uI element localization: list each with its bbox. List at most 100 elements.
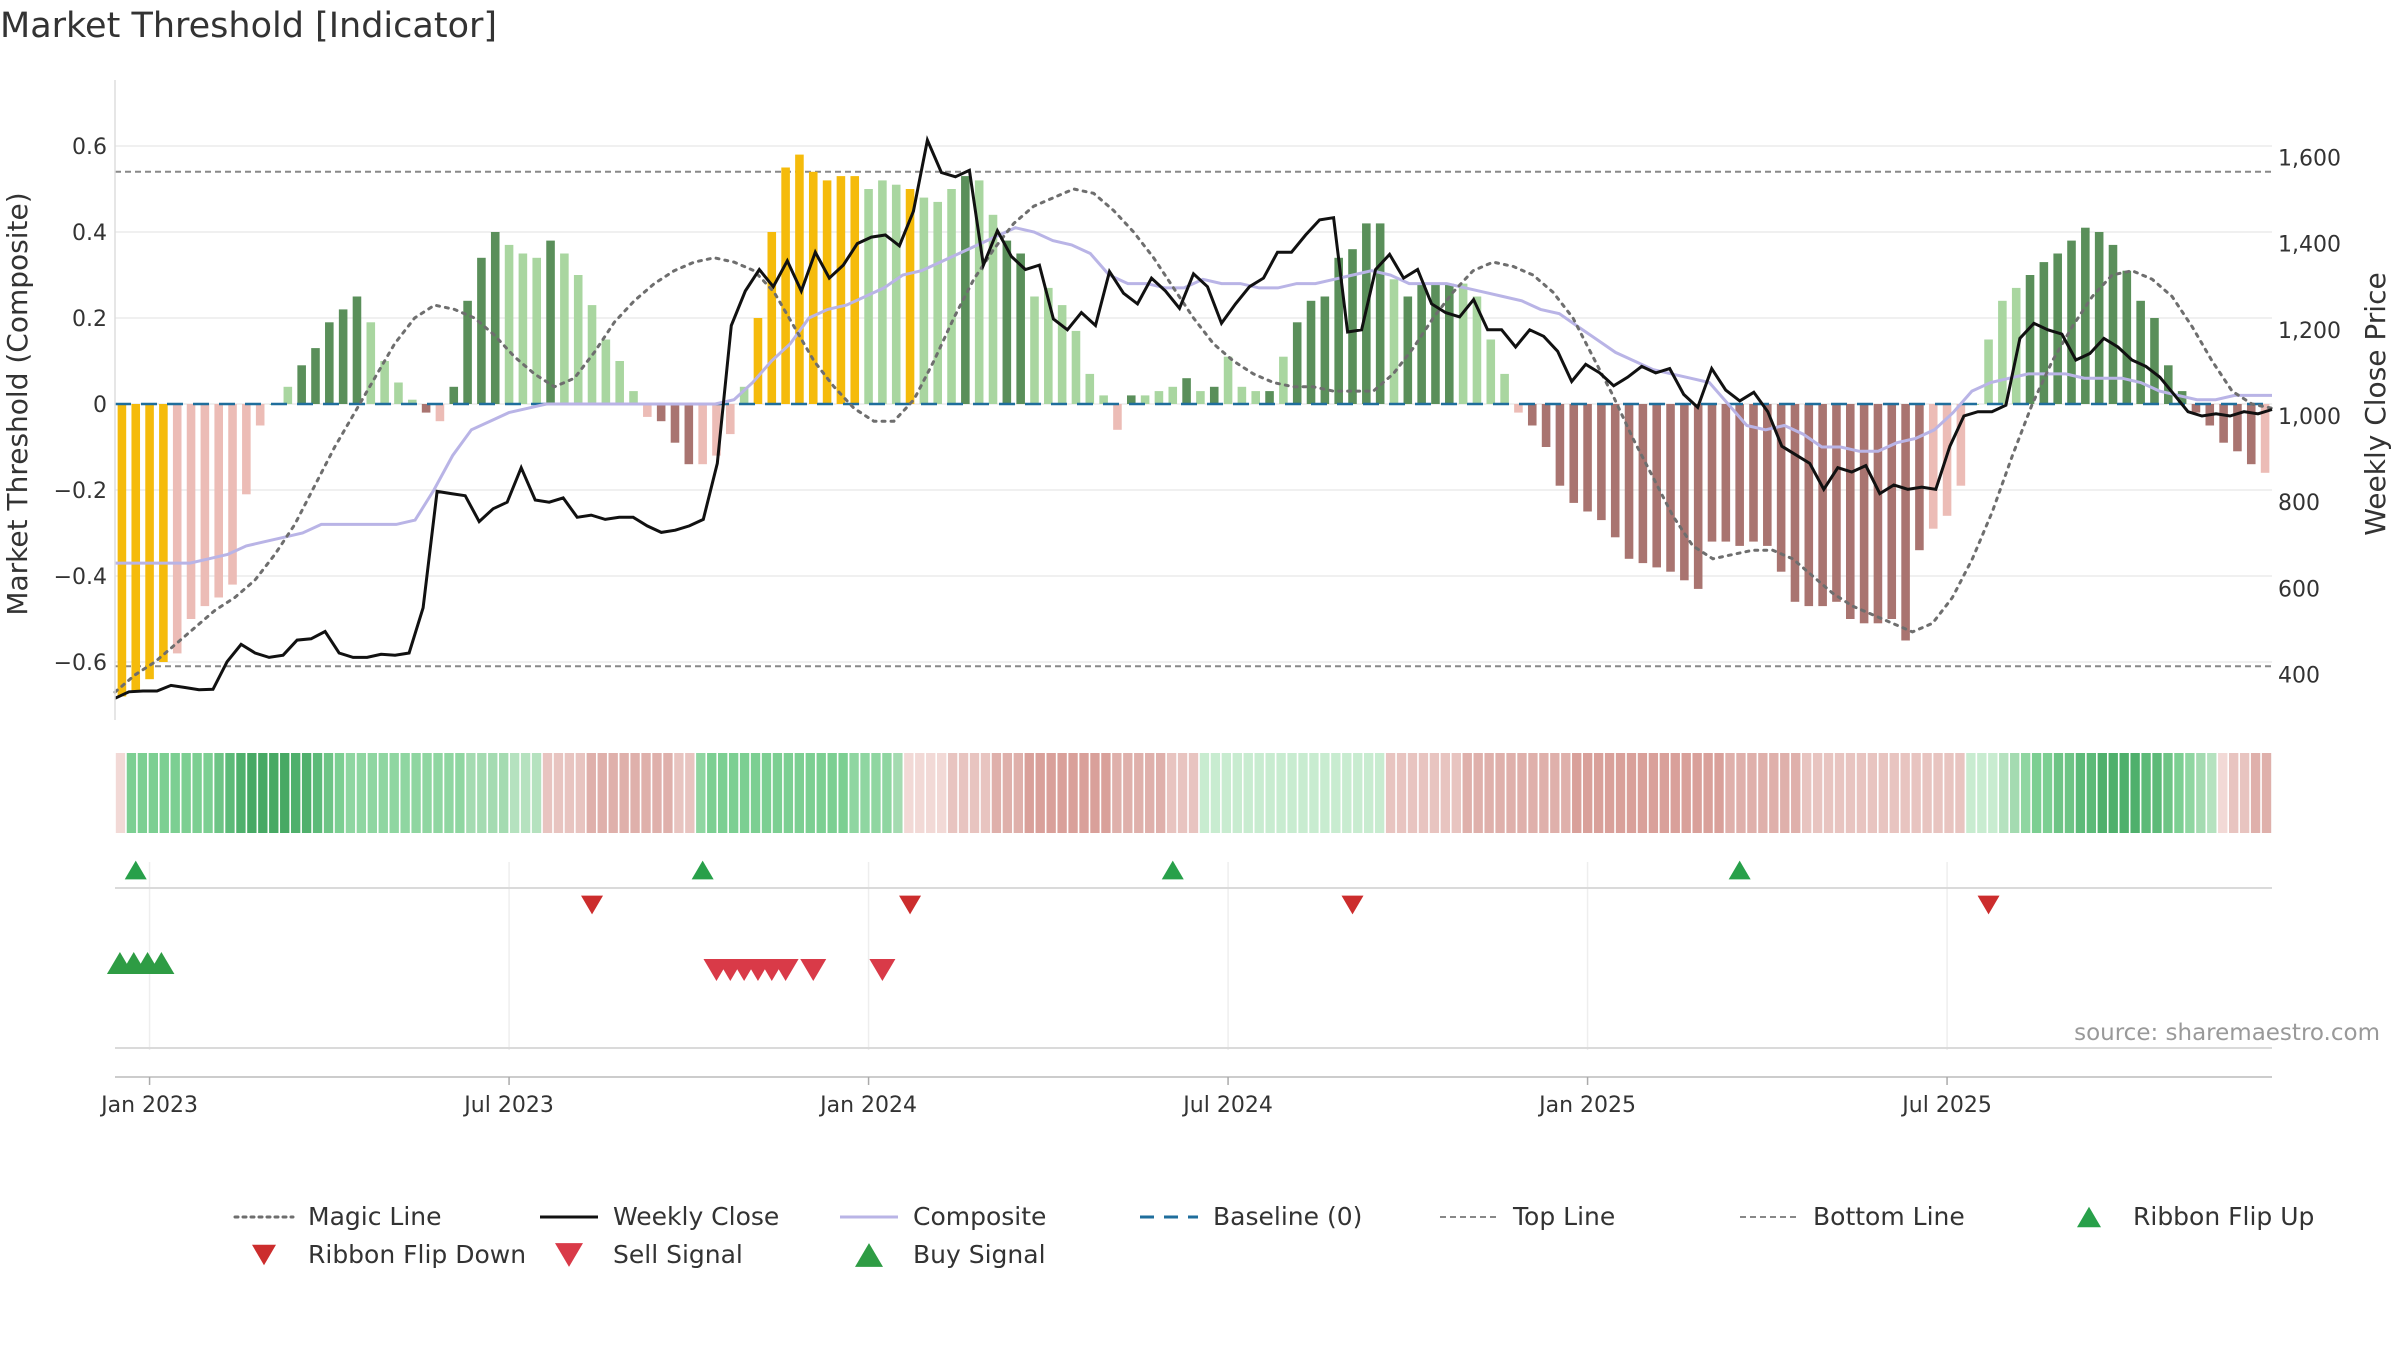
x-tick-label: Jul 2024: [1181, 1093, 1273, 1118]
composite-bar: [2233, 404, 2242, 452]
composite-bar: [449, 386, 459, 404]
ribbon-cell: [794, 753, 805, 833]
composite-bar: [1555, 404, 1565, 486]
legend-item: Composite: [840, 1202, 1046, 1231]
composite-bar: [905, 189, 915, 404]
ribbon-cell: [301, 753, 312, 833]
ribbon-flip-panel: [115, 860, 2272, 1050]
ribbon-cell: [2152, 753, 2162, 833]
ribbon-cell: [1977, 753, 1987, 833]
y-left-tick: 0.2: [72, 307, 107, 332]
composite-bar: [1763, 404, 1772, 546]
composite-bar: [1057, 305, 1067, 404]
y-left-tick: −0.4: [54, 565, 107, 590]
ribbon-cell: [838, 753, 848, 833]
composite-bar: [2136, 300, 2145, 404]
composite-line: [115, 226, 2272, 565]
ribbon-cell: [1714, 753, 1724, 833]
ribbon-cell: [2185, 753, 2195, 833]
composite-bar: [1071, 330, 1081, 404]
composite-bar: [200, 404, 210, 607]
y-right-tick: 1,000: [2278, 405, 2341, 430]
legend-label: Sell Signal: [613, 1240, 743, 1269]
composite-bar: [822, 180, 832, 404]
composite-bar: [670, 404, 680, 443]
ribbon-cell: [1090, 753, 1100, 833]
ribbon-cell: [947, 753, 958, 833]
composite-bar: [1707, 404, 1717, 542]
composite-bar: [1209, 386, 1219, 404]
ribbon-cell: [1276, 753, 1286, 833]
ribbon-cell: [991, 753, 1002, 833]
y-right-tick: 600: [2278, 577, 2320, 602]
ribbon-cell: [2163, 753, 2173, 833]
legend-item: Bottom Line: [1740, 1202, 1965, 1231]
x-axis: Jan 2023 Jul 2023 Jan 2024 Jul 2024 Jan 2025…: [99, 1076, 2272, 1118]
composite-bar: [1140, 395, 1150, 404]
ribbon-cell: [1166, 753, 1177, 833]
ribbon-cell: [455, 753, 465, 833]
composite-bar: [684, 404, 694, 465]
composite-bar: [1126, 395, 1136, 404]
ribbon-cell: [1331, 753, 1341, 833]
composite-bar: [228, 404, 237, 585]
ribbon-cell: [2250, 753, 2261, 833]
legend-swatch: [252, 1244, 276, 1266]
ribbon-cell: [1593, 753, 1604, 833]
ribbon-cell: [1309, 753, 1319, 833]
ribbon-cell: [444, 753, 454, 833]
ribbon-cell: [1517, 753, 1527, 833]
ribbon-cell: [214, 753, 224, 833]
ribbon-cell: [203, 753, 213, 833]
ribbon-cell: [1769, 753, 1779, 833]
ribbon-flip-down-marker: [581, 895, 604, 915]
composite-bar: [2108, 244, 2118, 404]
composite-bar: [726, 404, 735, 435]
composite-bar: [2260, 404, 2270, 473]
legend-label: Weekly Close: [613, 1202, 779, 1231]
ribbon-cell: [488, 753, 498, 833]
ribbon-cell: [499, 753, 509, 833]
legend-swatch: [555, 1243, 583, 1267]
ribbon-cell: [597, 753, 607, 833]
ribbon-cell: [718, 753, 728, 833]
composite-bar: [1292, 322, 1302, 404]
y-right-tick: 1,200: [2278, 319, 2341, 344]
ribbon-cell: [269, 753, 279, 833]
composite-bar: [2011, 287, 2021, 404]
ribbon-cell: [586, 753, 596, 833]
ribbon-cell: [477, 753, 487, 833]
ribbon-cell: [367, 753, 377, 833]
ribbon-cell: [750, 753, 761, 833]
legend-label: Bottom Line: [1813, 1202, 1965, 1231]
ribbon-cell: [1703, 753, 1713, 833]
ribbon-cell: [1024, 753, 1034, 833]
composite-bar: [643, 404, 652, 417]
ribbon-cell: [1254, 753, 1264, 833]
ribbon-cell: [1385, 753, 1396, 833]
composite-bar: [325, 322, 334, 404]
ribbon-cell: [1856, 753, 1867, 833]
composite-bar: [1928, 404, 1938, 529]
composite-bar: [933, 201, 942, 404]
ribbon-cell: [400, 753, 410, 833]
composite-bar: [1016, 253, 1025, 404]
composite-bar: [1486, 339, 1496, 404]
composite-bar: [172, 404, 182, 654]
ribbon-cell: [2119, 753, 2129, 833]
y-left-tick: 0.6: [72, 135, 107, 160]
ribbon-cell: [1046, 753, 1056, 833]
composite-bar: [2150, 318, 2159, 404]
ribbon-cell: [1177, 753, 1188, 833]
composite-bar: [255, 404, 265, 426]
composite-bar: [1196, 391, 1205, 404]
composite-bar: [1942, 404, 1952, 516]
composite-bar: [504, 244, 514, 404]
ribbon-cell: [1145, 753, 1155, 833]
ribbon-cell: [1834, 753, 1845, 833]
source-label: source: sharemaestro.com: [2074, 1020, 2380, 1046]
ribbon-cell: [433, 753, 443, 833]
ribbon-cell: [323, 753, 334, 833]
ribbon-cell: [334, 753, 345, 833]
composite-bar: [1956, 404, 1966, 486]
